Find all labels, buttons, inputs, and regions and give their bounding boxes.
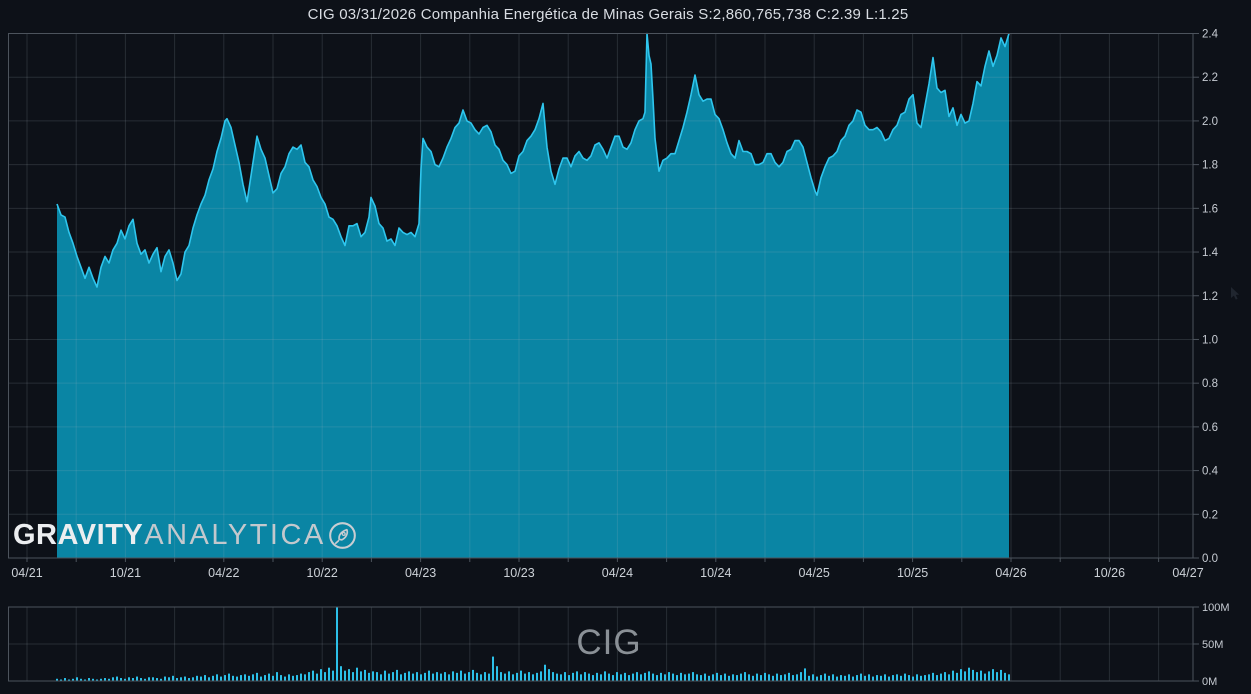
symbol-watermark: CIG [576,623,642,662]
svg-text:04/22: 04/22 [208,566,239,580]
svg-text:10/21: 10/21 [110,566,141,580]
svg-text:10/26: 10/26 [1094,566,1125,580]
watermark-brand-bold: GRAVITY [13,518,144,551]
svg-text:04/23: 04/23 [405,566,436,580]
svg-text:1.6: 1.6 [1202,203,1218,215]
svg-text:2.0: 2.0 [1202,116,1218,128]
svg-text:10/24: 10/24 [700,566,731,580]
svg-text:1.8: 1.8 [1202,160,1218,172]
price-area-fill [57,33,1009,558]
svg-text:50M: 50M [1202,639,1223,651]
date-axis-labels: 04/21 10/21 04/22 10/22 04/23 10/23 04/24 10/24… [11,558,1204,580]
rocket-icon [328,521,356,549]
svg-text:04/25: 04/25 [799,566,830,580]
mouse-cursor [1231,287,1240,300]
svg-text:2.4: 2.4 [1202,29,1219,41]
volume-grid [8,607,1193,681]
svg-text:1.2: 1.2 [1202,291,1218,303]
svg-text:0.6: 0.6 [1202,422,1218,434]
svg-text:04/21: 04/21 [11,566,42,580]
svg-text:1.4: 1.4 [1202,247,1219,259]
watermark-brand-light: ANALYTICA [144,518,326,551]
svg-text:04/27: 04/27 [1172,566,1203,580]
volume-bars [56,607,1010,681]
svg-text:10/23: 10/23 [503,566,534,580]
volume-panel[interactable]: 0M 50M 100M [8,602,1230,688]
svg-text:100M: 100M [1202,602,1230,614]
svg-text:1.0: 1.0 [1202,334,1218,346]
price-axis-labels: 0.0 0.2 0.4 0.6 0.8 1.0 1.2 1.4 1.6 1.8 2.0 2.2 2.4 [1193,29,1219,565]
price-line [56,32,1010,288]
price-grid [8,33,1193,558]
price-panel[interactable]: 0.00.20.40.60.81.01.21.41.61.82.02.22.4 … [8,29,1219,581]
svg-text:0M: 0M [1202,676,1217,688]
svg-text:0.8: 0.8 [1202,378,1218,390]
svg-text:04/26: 04/26 [995,566,1026,580]
svg-text:10/25: 10/25 [897,566,928,580]
svg-text:10/22: 10/22 [307,566,338,580]
chart-title: CIG 03/31/2026 Companhia Energética de M… [307,6,909,23]
volume-axis-labels: 0M 50M 100M [1193,602,1230,688]
svg-text:0.0: 0.0 [1202,553,1218,565]
svg-text:0.2: 0.2 [1202,509,1218,521]
gravity-analytica-watermark: GRAVITY ANALYTICA [13,518,357,552]
svg-text:2.2: 2.2 [1202,72,1218,84]
svg-text:0.4: 0.4 [1202,466,1219,478]
svg-text:04/24: 04/24 [602,566,633,580]
